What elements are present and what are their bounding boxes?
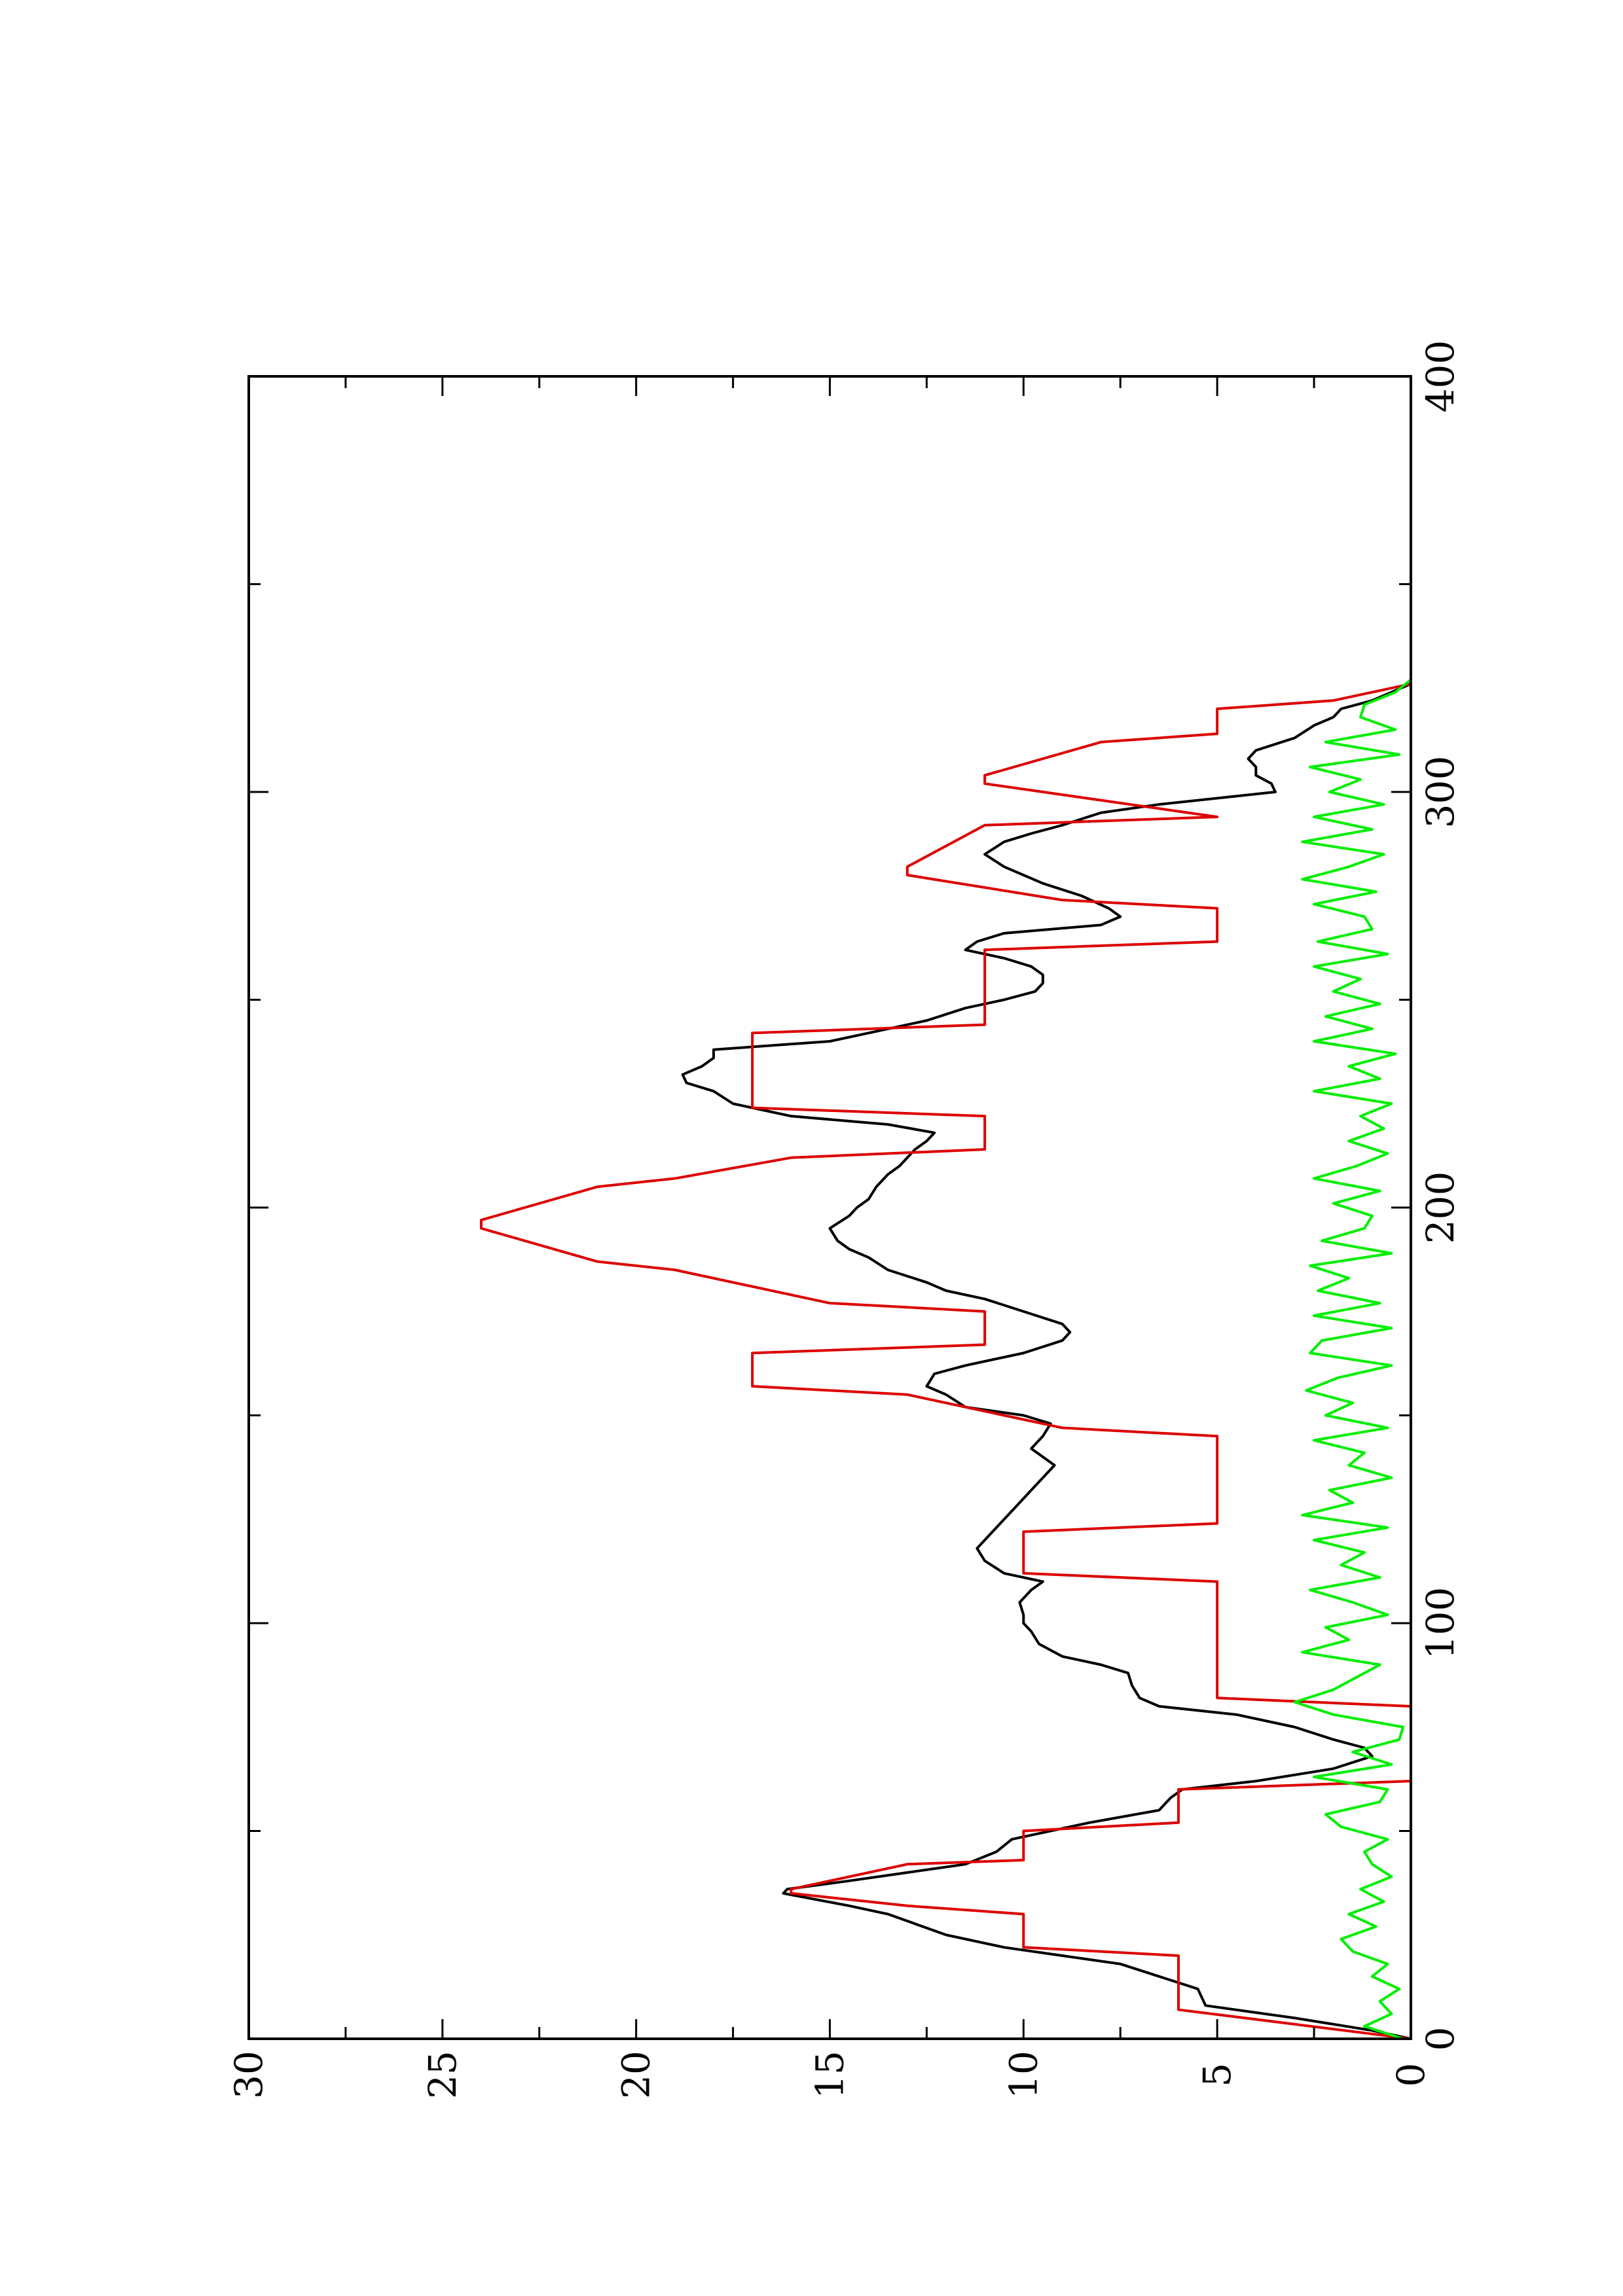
plot-frame [247,375,1412,2040]
y-tick-label: 20 [614,2051,659,2099]
x-tick-label: 0 [1418,2027,1463,2051]
series-line-1 [480,682,1412,2040]
y-tick-label: 0 [1389,2063,1433,2087]
x-tick-label: 200 [1418,1172,1463,1244]
y-tick-label: 30 [227,2051,271,2099]
x-tick-label: 300 [1418,756,1463,829]
x-tick-label: 400 [1418,340,1463,413]
y-tick-label: 10 [1001,2051,1046,2099]
y-tick-label: 25 [420,2051,465,2099]
series-line-2 [1293,678,1412,2040]
y-tick-label: 15 [808,2051,852,2099]
labels-layer: 0 100 200 300 400 0 5 10 15 20 25 30 [227,340,1463,2099]
x-tick-label: 100 [1418,1587,1463,1660]
series-line-0 [681,683,1412,2040]
ticks-layer [247,375,1412,2040]
y-tick-label: 5 [1195,2063,1239,2087]
series-layer [480,678,1412,2040]
